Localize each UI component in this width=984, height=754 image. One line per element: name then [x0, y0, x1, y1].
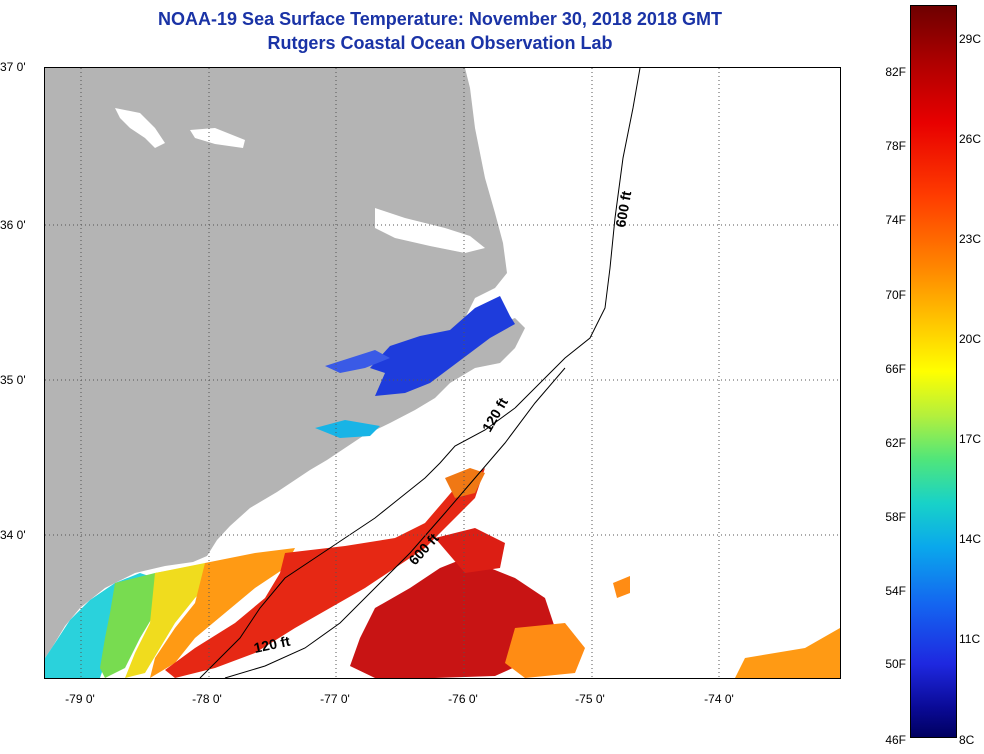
shelf-red-water	[165, 468, 485, 678]
southwest-yellow-water	[125, 563, 215, 678]
colorbar-f-58: 58F	[885, 510, 906, 524]
pamlico-sound-inlet	[325, 350, 390, 373]
colorbar-f-50: 50F	[885, 657, 906, 671]
contour-120ft	[199, 407, 516, 678]
grid-lines	[45, 68, 840, 678]
gulf-stream-warm-core	[350, 558, 555, 678]
inland-lake	[115, 108, 165, 148]
map-title: NOAA-19 Sea Surface Temperature: Novembe…	[158, 9, 722, 29]
lat-label-35: 35 0'	[0, 373, 26, 387]
lon-label-79: -79 0'	[65, 692, 95, 706]
colorbar-c-23: 23C	[959, 232, 982, 246]
contour-600ft-north	[514, 68, 641, 409]
inland-lake	[190, 128, 245, 148]
colorbar-c-29: 29C	[959, 32, 982, 46]
colorbar-f-66: 66F	[885, 362, 906, 376]
colorbar-c-17: 17C	[959, 432, 982, 446]
contour-label-120ft-south: 120 ft	[252, 633, 291, 656]
map-subtitle: Rutgers Coastal Ocean Observation Lab	[267, 33, 613, 53]
colorbar-f-62: 62F	[885, 436, 906, 450]
colorbar-f-74: 74F	[885, 213, 906, 227]
offshore-warm-blob	[613, 576, 630, 598]
lon-label-75: -75 0'	[575, 692, 605, 706]
colorbar-c-8: 8C	[959, 733, 975, 747]
lat-label-36: 36 0'	[0, 218, 26, 232]
albemarle-sound	[375, 208, 485, 253]
colorbar-f-46: 46F	[885, 733, 906, 747]
temperature-colorbar	[910, 5, 957, 738]
map-canvas: 600 ft 120 ft 600 ft 120 ft	[45, 68, 840, 678]
colorbar-f-82: 82F	[885, 65, 906, 79]
colorbar-c-26: 26C	[959, 132, 982, 146]
southwest-orange-water	[150, 548, 295, 678]
pamlico-sound-cold-water	[370, 296, 515, 396]
lon-label-78: -78 0'	[192, 692, 222, 706]
gulf-stream-offshore-warm	[435, 528, 505, 573]
gulf-stream-northern-tip	[445, 468, 485, 498]
lon-label-76: -76 0'	[448, 692, 478, 706]
contour-label-600ft-north: 600 ft	[612, 189, 634, 228]
southeast-orange-water	[505, 623, 585, 678]
colorbar-c-11: 11C	[959, 632, 981, 646]
lat-label-37: 37 0'	[0, 60, 26, 74]
colorbar-f-78: 78F	[885, 139, 906, 153]
lon-label-74: -74 0'	[704, 692, 734, 706]
land-area	[45, 68, 525, 658]
lat-label-34: 34 0'	[0, 528, 26, 542]
colorbar-f-70: 70F	[885, 288, 906, 302]
southeast-orange-water	[735, 628, 840, 678]
sst-map: 600 ft 120 ft 600 ft 120 ft	[44, 67, 841, 679]
lon-label-77: -77 0'	[320, 692, 350, 706]
colorbar-c-20: 20C	[959, 332, 982, 346]
contour-600ft-south	[224, 367, 566, 678]
colorbar-f-54: 54F	[885, 584, 906, 598]
nearshore-cyan-patch	[315, 420, 380, 438]
colorbar-c-14: 14C	[959, 532, 982, 546]
